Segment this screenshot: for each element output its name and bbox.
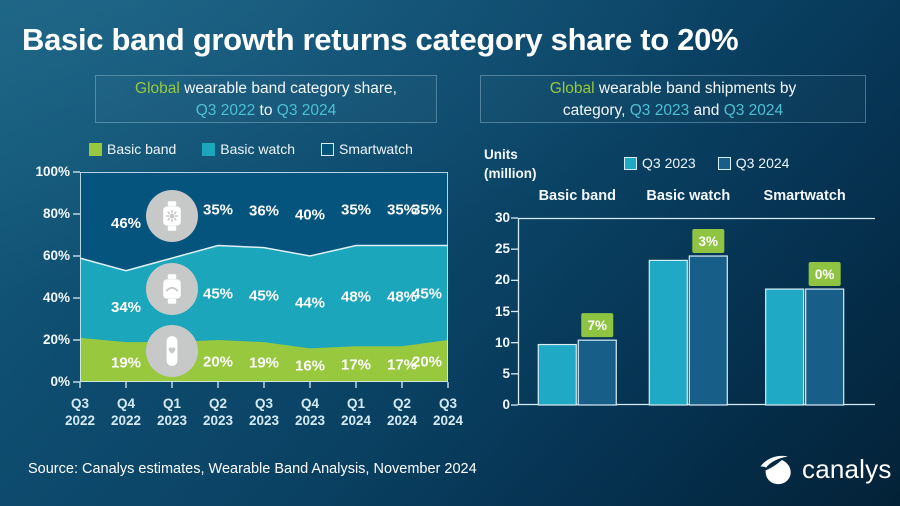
left-subtitle-line1: Global wearable band category share, <box>135 80 397 97</box>
area-data-label: 19% <box>249 355 279 372</box>
shipments-y-tick-label: 30 <box>494 210 510 225</box>
area-data-label: 20% <box>412 354 442 371</box>
source-text: Source: Canalys estimates, Wearable Band… <box>28 461 477 477</box>
right-chart-legend: Q3 2023 Q3 2024 <box>624 155 789 171</box>
watch-boundary-line <box>79 244 448 272</box>
canalys-logo-icon <box>760 455 791 485</box>
area-data-label: 45% <box>249 287 279 304</box>
right-chart-subtitle: Global wearable band shipments by catego… <box>480 75 866 123</box>
bar-q3-2023 <box>765 288 805 406</box>
legend-item-basic-band: Basic band <box>89 141 176 157</box>
shipments-category-label: Basic band <box>538 188 616 204</box>
area-data-label: 35% <box>412 201 442 218</box>
canalys-logo-text: canalys <box>802 453 892 484</box>
basic-band-icon <box>146 325 198 377</box>
growth-badge-label: 3% <box>699 234 719 249</box>
share-x-tick-label: Q1 2023 <box>156 396 188 428</box>
growth-badge-label: 0% <box>815 267 835 282</box>
q3-2023-swatch <box>624 156 637 170</box>
area-data-label: 46% <box>111 215 141 232</box>
legend-label: Q3 2024 <box>735 155 790 171</box>
left-chart-legend: Basic band Basic watch Smartwatch <box>89 141 413 157</box>
bar-q3-2024 <box>688 255 728 406</box>
area-data-label: 48% <box>387 288 417 305</box>
share-x-tick-label: Q4 2022 <box>110 396 142 428</box>
share-x-tick-label: Q2 2023 <box>202 396 234 428</box>
area-data-label: 35% <box>203 201 233 218</box>
legend-label: Smartwatch <box>338 141 413 157</box>
shipments-y-tick-label: 5 <box>502 365 510 381</box>
bar-q3-2024 <box>577 339 617 406</box>
share-x-tick-label: Q1 2024 <box>340 396 372 428</box>
area-data-label: 35% <box>341 201 371 218</box>
area-data-label: 45% <box>412 285 442 302</box>
area-data-label: 48% <box>341 288 371 305</box>
units-axis-title: Units (million) <box>484 147 537 181</box>
area-data-label: 17% <box>341 357 371 374</box>
growth-badge <box>808 262 841 287</box>
right-subtitle-line1: Global wearable band shipments by <box>549 80 797 97</box>
area-data-label: 35% <box>387 201 417 218</box>
category-share-chart: 19% 20% 19% 16% 17% 17% 20% 34% 45% 45% 44% 48% 48% 4… <box>35 164 463 428</box>
legend-item-smartwatch: Smartwatch <box>320 141 413 157</box>
left-chart-subtitle: Global wearable band category share, Q3 … <box>95 75 437 123</box>
share-y-tick-label: 100% <box>35 164 70 179</box>
basic-watch-icon <box>146 263 198 315</box>
legend-label: Basic watch <box>220 141 295 157</box>
legend-label: Basic band <box>107 141 177 157</box>
area-data-label: 36% <box>249 202 279 219</box>
share-x-tick-label: Q2 2024 <box>386 396 418 428</box>
shipments-bar-svg: 7% 3% 0% <box>511 217 875 406</box>
shipments-y-tick-label: 0 <box>502 397 510 412</box>
page-title: Basic band growth returns category share… <box>22 22 739 57</box>
area-data-label: 45% <box>203 285 233 302</box>
legend-item-q3-2023: Q3 2023 <box>624 155 696 171</box>
legend-label: Q3 2023 <box>642 155 696 171</box>
basic-watch-swatch <box>202 142 216 156</box>
shipments-y-tick-label: 15 <box>494 303 510 319</box>
left-subtitle-line2: Q3 2022 to Q3 2024 <box>195 102 337 119</box>
left-subtitle-global: Global <box>135 80 180 97</box>
shipments-category-label: Smartwatch <box>763 188 846 204</box>
smartwatch-swatch <box>320 142 334 156</box>
right-subtitle-global: Global <box>549 80 595 97</box>
shipments-y-tick-label: 20 <box>494 272 510 288</box>
shipments-y-tick-label: 10 <box>494 334 510 350</box>
area-data-label: 17% <box>387 357 417 374</box>
growth-badge-label: 7% <box>588 318 608 333</box>
smartwatch-icon <box>146 190 198 242</box>
legend-item-q3-2024: Q3 2024 <box>717 155 790 171</box>
canalys-logo: canalys <box>758 450 892 488</box>
share-y-tick-label: 0% <box>50 374 70 389</box>
basic-band-swatch <box>89 142 102 156</box>
share-y-tick-label: 20% <box>42 332 70 347</box>
share-x-tick-label: Q3 2022 <box>64 396 96 428</box>
area-data-label: 20% <box>203 354 233 371</box>
area-data-label: 34% <box>111 299 141 316</box>
area-data-label: 44% <box>295 295 325 312</box>
area-data-label: 40% <box>295 207 325 224</box>
right-subtitle-line2: category, Q3 2023 and Q3 2024 <box>562 102 784 119</box>
share-y-tick-label: 80% <box>42 206 70 221</box>
growth-badge <box>692 229 725 254</box>
area-data-label: 16% <box>295 358 325 375</box>
shipments-chart: 7% 3% 0% 0 5 10 15 20 25 30 Basic band Basic watch S… <box>495 188 875 412</box>
bar-q3-2023 <box>537 343 577 406</box>
share-x-tick-label: Q4 2023 <box>294 396 326 428</box>
growth-badge <box>581 313 614 338</box>
share-y-tick-label: 40% <box>42 290 70 305</box>
bar-q3-2023 <box>648 259 688 406</box>
share-x-tick-label: Q3 2023 <box>248 396 280 428</box>
bar-q3-2024 <box>805 288 845 406</box>
share-x-tick-label: Q3 2024 <box>432 396 464 428</box>
legend-item-basic-watch: Basic watch <box>202 141 295 157</box>
category-share-area-svg: 19% 20% 19% 16% 17% 17%20%34%45% 45% 44% 48% 48%4… <box>73 171 449 388</box>
share-y-tick-label: 60% <box>42 248 70 263</box>
q3-2024-swatch <box>717 156 731 170</box>
shipments-y-tick-label: 25 <box>494 241 510 257</box>
shipments-category-label: Basic watch <box>646 188 731 204</box>
area-data-label: 19% <box>111 355 141 372</box>
